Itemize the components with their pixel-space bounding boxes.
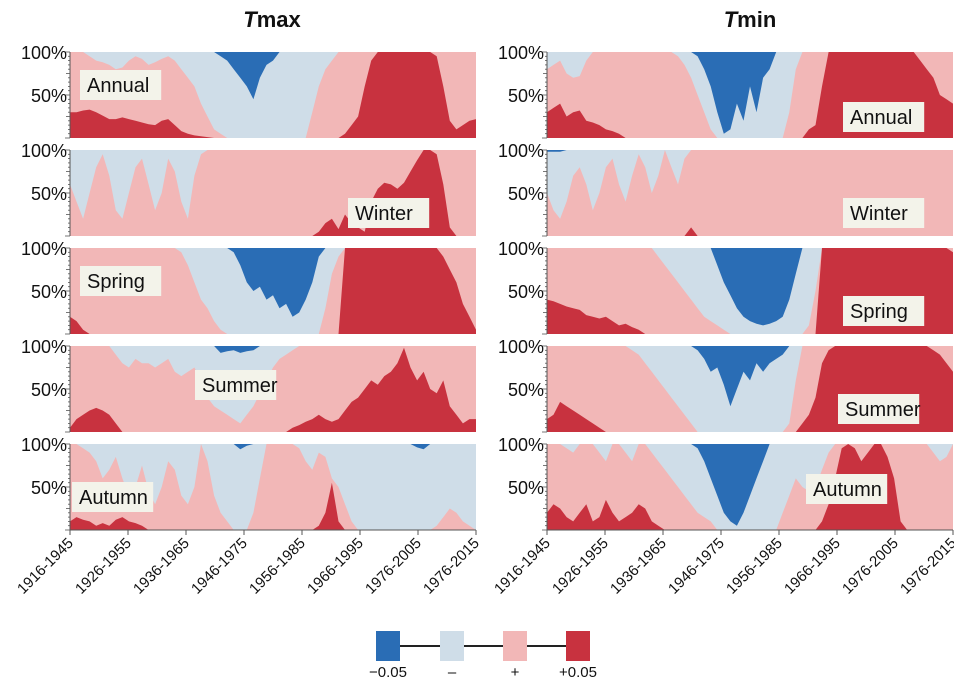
season-label-tmax-spring: Spring [80, 266, 162, 296]
season-label-text-tmax-winter: Winter [355, 203, 413, 225]
y-tick-label-100-tmax-winter: 100% [21, 141, 67, 161]
season-label-tmax-summer: Summer [195, 370, 278, 400]
area-strong-warm-tmax-spring [70, 248, 476, 334]
y-tick-label-50-tmin-autumn: 50% [508, 478, 544, 498]
legend-label-2: + [511, 664, 520, 681]
x-tick-label-tmax-7: 1976-2015 [420, 535, 483, 598]
season-label-box-tmin-spring [843, 296, 925, 326]
y-tick-labels: 100% 50% 100% 50% 100% 50% 100% 50% 100% 50% 100% 5… [21, 43, 544, 498]
y-tick-label-100-tmax-annual: 100% [21, 43, 67, 63]
legend: −0.05 – + +0.05 [369, 631, 597, 681]
panel-tmax-autumn [65, 443, 476, 531]
x-tick-label-tmax-0: 1916-1945 [14, 535, 77, 598]
season-label-box-tmin-annual [843, 102, 925, 132]
x-tick-label-tmax-3: 1946-1975 [188, 535, 251, 598]
x-tick-label-tmin-3: 1946-1975 [665, 535, 728, 598]
legend-label-1: – [448, 664, 457, 681]
x-tick-label-tmax-4: 1956-1985 [246, 535, 309, 598]
x-tick-label-tmin-0: 1916-1945 [491, 535, 554, 598]
area-strong-warm-tmax-annual [70, 52, 476, 138]
season-label-text-tmin-spring: Spring [850, 301, 908, 323]
x-tick-label-tmax-2: 1936-1965 [130, 535, 193, 598]
area-warm-tmax-autumn [70, 444, 476, 530]
legend-swatch--2 [503, 631, 527, 661]
season-label-box-tmin-summer [838, 394, 920, 424]
season-label-box-tmax-annual [80, 70, 162, 100]
x-tick-label-tmax-1: 1926-1955 [72, 535, 135, 598]
y-tick-label-100-tmax-autumn: 100% [21, 435, 67, 455]
area-strong-warm-tmax-summer [70, 347, 476, 432]
x-tick-label-tmin-6: 1976-2005 [839, 535, 902, 598]
season-label-text-tmax-spring: Spring [87, 271, 145, 293]
y-tick-label-100-tmax-spring: 100% [21, 239, 67, 259]
season-label-tmin-annual: Annual [843, 102, 925, 132]
y-tick-label-50-tmax-winter: 50% [31, 184, 67, 204]
column-title-tmin: Tmin [724, 7, 777, 32]
season-label-box-tmax-autumn [72, 482, 154, 512]
panel-tmax-annual [65, 51, 476, 139]
y-tick-label-50-tmin-summer: 50% [508, 380, 544, 400]
season-label-box-tmax-winter [348, 198, 430, 228]
season-label-tmin-autumn: Autumn [806, 474, 888, 504]
season-label-tmax-autumn: Autumn [72, 482, 154, 512]
y-tick-label-50-tmax-spring: 50% [31, 282, 67, 302]
y-tick-label-100-tmin-summer: 100% [498, 337, 544, 357]
season-label-box-tmin-winter [843, 198, 925, 228]
x-tick-label-tmin-7: 1976-2015 [897, 535, 954, 598]
season-label-tmin-spring: Spring [843, 296, 925, 326]
area-strong-warm-tmin-autumn [547, 444, 953, 530]
y-tick-label-50-tmax-annual: 50% [31, 86, 67, 106]
y-tick-label-50-tmin-winter: 50% [508, 184, 544, 204]
season-label-text-tmin-summer: Summer [845, 399, 921, 421]
panel-tmin-summer [542, 345, 953, 433]
x-tick-label-tmin-2: 1936-1965 [607, 535, 670, 598]
x-tick-label-tmin-4: 1956-1985 [723, 535, 786, 598]
y-tick-label-50-tmin-annual: 50% [508, 86, 544, 106]
y-tick-label-100-tmin-annual: 100% [498, 43, 544, 63]
x-tick-labels: 1916-19451926-19551936-19651946-19751956… [14, 529, 954, 598]
y-tick-label-50-tmax-summer: 50% [31, 380, 67, 400]
legend-swatch-0-05-0 [376, 631, 400, 661]
area-strong-warm-tmax-autumn [70, 482, 476, 530]
y-tick-label-100-tmin-winter: 100% [498, 141, 544, 161]
legend-label-3: +0.05 [559, 664, 597, 681]
x-tick-label-tmax-5: 1966-1995 [304, 535, 367, 598]
season-label-tmax-annual: Annual [80, 70, 162, 100]
season-label-box-tmax-spring [80, 266, 162, 296]
legend-swatch-0-05-3 [566, 631, 590, 661]
season-label-tmin-summer: Summer [838, 394, 921, 424]
season-label-text-tmax-autumn: Autumn [79, 487, 148, 509]
legend-label-0: −0.05 [369, 664, 407, 681]
legend-swatch--1 [440, 631, 464, 661]
y-tick-label-50-tmin-spring: 50% [508, 282, 544, 302]
season-label-text-tmin-autumn: Autumn [813, 479, 882, 501]
y-tick-label-100-tmin-spring: 100% [498, 239, 544, 259]
column-title-tmax: Tmax [243, 7, 301, 32]
season-label-tmax-winter: Winter [348, 198, 430, 228]
y-tick-label-50-tmax-autumn: 50% [31, 478, 67, 498]
panel-tmin-autumn [542, 443, 953, 531]
y-tick-label-100-tmax-summer: 100% [21, 337, 67, 357]
season-label-box-tmax-summer [195, 370, 277, 400]
season-label-text-tmax-annual: Annual [87, 75, 149, 97]
season-label-text-tmax-summer: Summer [202, 375, 278, 397]
x-tick-label-tmin-1: 1926-1955 [549, 535, 612, 598]
x-tick-label-tmin-5: 1966-1995 [781, 535, 844, 598]
y-tick-label-100-tmin-autumn: 100% [498, 435, 544, 455]
x-tick-label-tmax-6: 1976-2005 [362, 535, 425, 598]
season-label-box-tmin-autumn [806, 474, 888, 504]
season-label-text-tmin-annual: Annual [850, 107, 912, 129]
season-labels: Annual Winter Spring Summer Autumn Annual Wint… [72, 70, 925, 512]
season-label-text-tmin-winter: Winter [850, 203, 908, 225]
panel-tmax-spring [65, 247, 476, 335]
season-label-tmin-winter: Winter [843, 198, 925, 228]
